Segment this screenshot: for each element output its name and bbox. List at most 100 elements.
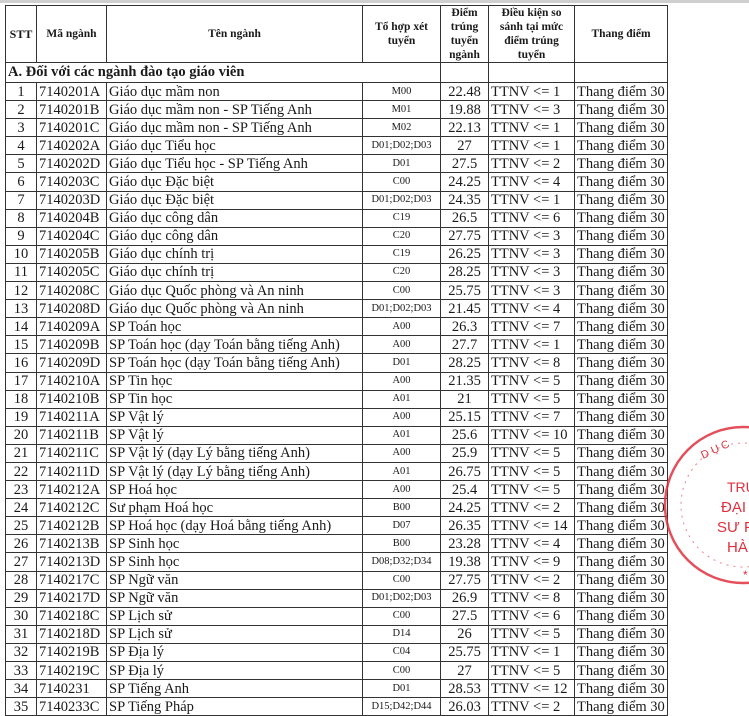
score-cell: 28.25 — [440, 353, 489, 373]
scale-cell: Thang điểm 30 — [574, 81, 668, 102]
scale-cell: Thang điểm 30 — [574, 244, 668, 264]
code-cell: 7140209A — [36, 317, 107, 337]
scale-cell: Thang điểm 30 — [574, 498, 668, 518]
name-cell: SP Ngữ văn — [106, 570, 363, 590]
scale-cell: Thang điểm 30 — [574, 136, 668, 156]
code-cell: 7140213D — [36, 552, 107, 572]
stt-cell: 29 — [5, 588, 37, 608]
score-cell: 27 — [440, 660, 489, 681]
condition-cell: TTNV <= 3 — [488, 244, 575, 264]
name-cell: Giáo dục Đặc biệt — [106, 172, 363, 192]
score-cell: 25.4 — [440, 480, 489, 500]
stt-cell: 32 — [5, 642, 37, 663]
combo-cell: D01;D02;D03 — [362, 588, 441, 608]
table-row: 17 7140210A SP Tin học A00 21.35 TTNV <= 5 Tha… — [5, 371, 668, 391]
code-cell: 7140208D — [36, 299, 107, 319]
name-cell: Giáo dục mầm non - SP Tiếng Anh — [106, 100, 363, 120]
code-cell: 7140201B — [36, 100, 107, 120]
scale-cell: Thang điểm 30 — [574, 570, 668, 590]
stt-cell: 13 — [5, 299, 37, 319]
score-cell: 27.75 — [440, 226, 489, 246]
name-cell: Giáo dục Tiểu học - SP Tiếng Anh — [106, 154, 363, 174]
condition-cell: TTNV <= 7 — [488, 317, 575, 337]
combo-cell: D01 — [362, 154, 441, 174]
table-row: 3 7140201C Giáo dục mầm non - SP Tiếng Anh… — [5, 118, 668, 138]
table-row: 35 7140233C SP Tiếng Pháp D15;D42;D44 26.03 T… — [5, 697, 668, 716]
scale-cell: Thang điểm 30 — [574, 679, 668, 699]
code-cell: 7140202A — [36, 136, 107, 156]
code-cell: 7140204B — [36, 208, 107, 228]
stt-cell: 2 — [5, 100, 37, 120]
score-cell: 21.45 — [440, 299, 489, 319]
condition-cell: TTNV <= 5 — [488, 371, 575, 391]
stt-cell: 7 — [5, 190, 37, 210]
table-row: 32 7140219B SP Địa lý C04 25.75 TTNV <= 1 Than… — [5, 642, 668, 663]
table-row: 27 7140213D SP Sinh học D08;D32;D34 19.38 TTN… — [5, 552, 668, 572]
scale-cell: Thang điểm 30 — [574, 552, 668, 572]
code-cell: 7140209D — [36, 353, 107, 373]
stt-cell: 8 — [5, 208, 37, 228]
admission-scores-table: STT Mã ngành Tên ngành Tổ hợp xét tuyển … — [5, 5, 668, 716]
scale-cell: Thang điểm 30 — [574, 407, 668, 427]
condition-cell: TTNV <= 1 — [488, 335, 575, 355]
scale-cell: Thang điểm 30 — [574, 606, 668, 626]
combo-cell: D14 — [362, 624, 441, 644]
table-row: 15 7140209B SP Toán học (dạy Toán bằng tiế… — [5, 335, 668, 355]
score-cell: 26.75 — [440, 461, 489, 482]
name-cell: SP Địa lý — [106, 642, 363, 663]
code-cell: 7140205B — [36, 244, 107, 264]
score-cell: 26 — [440, 624, 489, 644]
score-cell: 26.03 — [440, 697, 489, 716]
name-cell: Sư phạm Hoá học — [106, 498, 363, 518]
score-cell: 24.25 — [440, 498, 489, 518]
table-row: 30 7140218C SP Lịch sử C00 27.5 TTNV <= 6 Than… — [5, 606, 668, 626]
stt-cell: 16 — [5, 353, 37, 373]
table-row: 6 7140203C Giáo dục Đặc biệt C00 24.25 TTNV <… — [5, 172, 668, 192]
condition-cell: TTNV <= 1 — [488, 190, 575, 210]
name-cell: Giáo dục Quốc phòng và An ninh — [106, 281, 363, 301]
combo-cell: D01;D02;D03 — [362, 190, 441, 210]
scale-cell: Thang điểm 30 — [574, 660, 668, 681]
scale-cell: Thang điểm 30 — [574, 425, 668, 445]
svg-text:ĐẠI H: ĐẠI H — [721, 499, 749, 516]
name-cell: SP Vật lý — [106, 425, 363, 445]
name-cell: Giáo dục Tiểu học — [106, 136, 363, 156]
combo-cell: C20 — [362, 262, 441, 283]
table-row: 31 7140218D SP Lịch sử D14 26 TTNV <= 5 Thang … — [5, 624, 668, 644]
combo-cell: C00 — [362, 281, 441, 301]
table-row: 25 7140212B SP Hoá học (dạy Hoá bằng tiếng… — [5, 516, 668, 536]
table-row: 14 7140209A SP Toán học A00 26.3 TTNV <= 7 Tha… — [5, 317, 668, 337]
name-cell: SP Hoá học — [106, 480, 363, 500]
condition-cell: TTNV <= 3 — [488, 100, 575, 120]
scale-cell: Thang điểm 30 — [574, 172, 668, 192]
stt-cell: 19 — [5, 407, 37, 427]
scale-cell: Thang điểm 30 — [574, 353, 668, 373]
score-cell: 25.75 — [440, 281, 489, 301]
score-cell: 26.3 — [440, 317, 489, 337]
score-cell: 27 — [440, 136, 489, 156]
condition-cell: TTNV <= 2 — [488, 154, 575, 174]
scale-cell: Thang điểm 30 — [574, 154, 668, 174]
condition-cell: TTNV <= 9 — [488, 552, 575, 572]
score-cell: 28.53 — [440, 679, 489, 699]
combo-cell: B00 — [362, 498, 441, 518]
code-cell: 7140212A — [36, 480, 107, 500]
combo-cell: A00 — [362, 407, 441, 427]
stt-cell: 17 — [5, 371, 37, 391]
stt-cell: 15 — [5, 335, 37, 355]
code-cell: 7140217C — [36, 570, 107, 590]
name-cell: SP Sinh học — [106, 552, 363, 572]
table-row: 19 7140211A SP Vật lý A00 25.15 TTNV <= 7 Than… — [5, 407, 668, 427]
svg-text:TRƯỜ: TRƯỜ — [727, 479, 749, 495]
stt-cell: 27 — [5, 552, 37, 572]
combo-cell: A00 — [362, 371, 441, 391]
score-cell: 24.35 — [440, 190, 489, 210]
stt-cell: 35 — [5, 697, 37, 716]
scale-cell: Thang điểm 30 — [574, 480, 668, 500]
code-cell: 7140219C — [36, 660, 107, 681]
combo-cell: D15;D42;D44 — [362, 697, 441, 716]
scale-cell: Thang điểm 30 — [574, 461, 668, 482]
score-cell: 22.13 — [440, 118, 489, 138]
name-cell: Giáo dục mầm non - SP Tiếng Anh — [106, 118, 363, 138]
name-cell: SP Vật lý — [106, 407, 363, 427]
